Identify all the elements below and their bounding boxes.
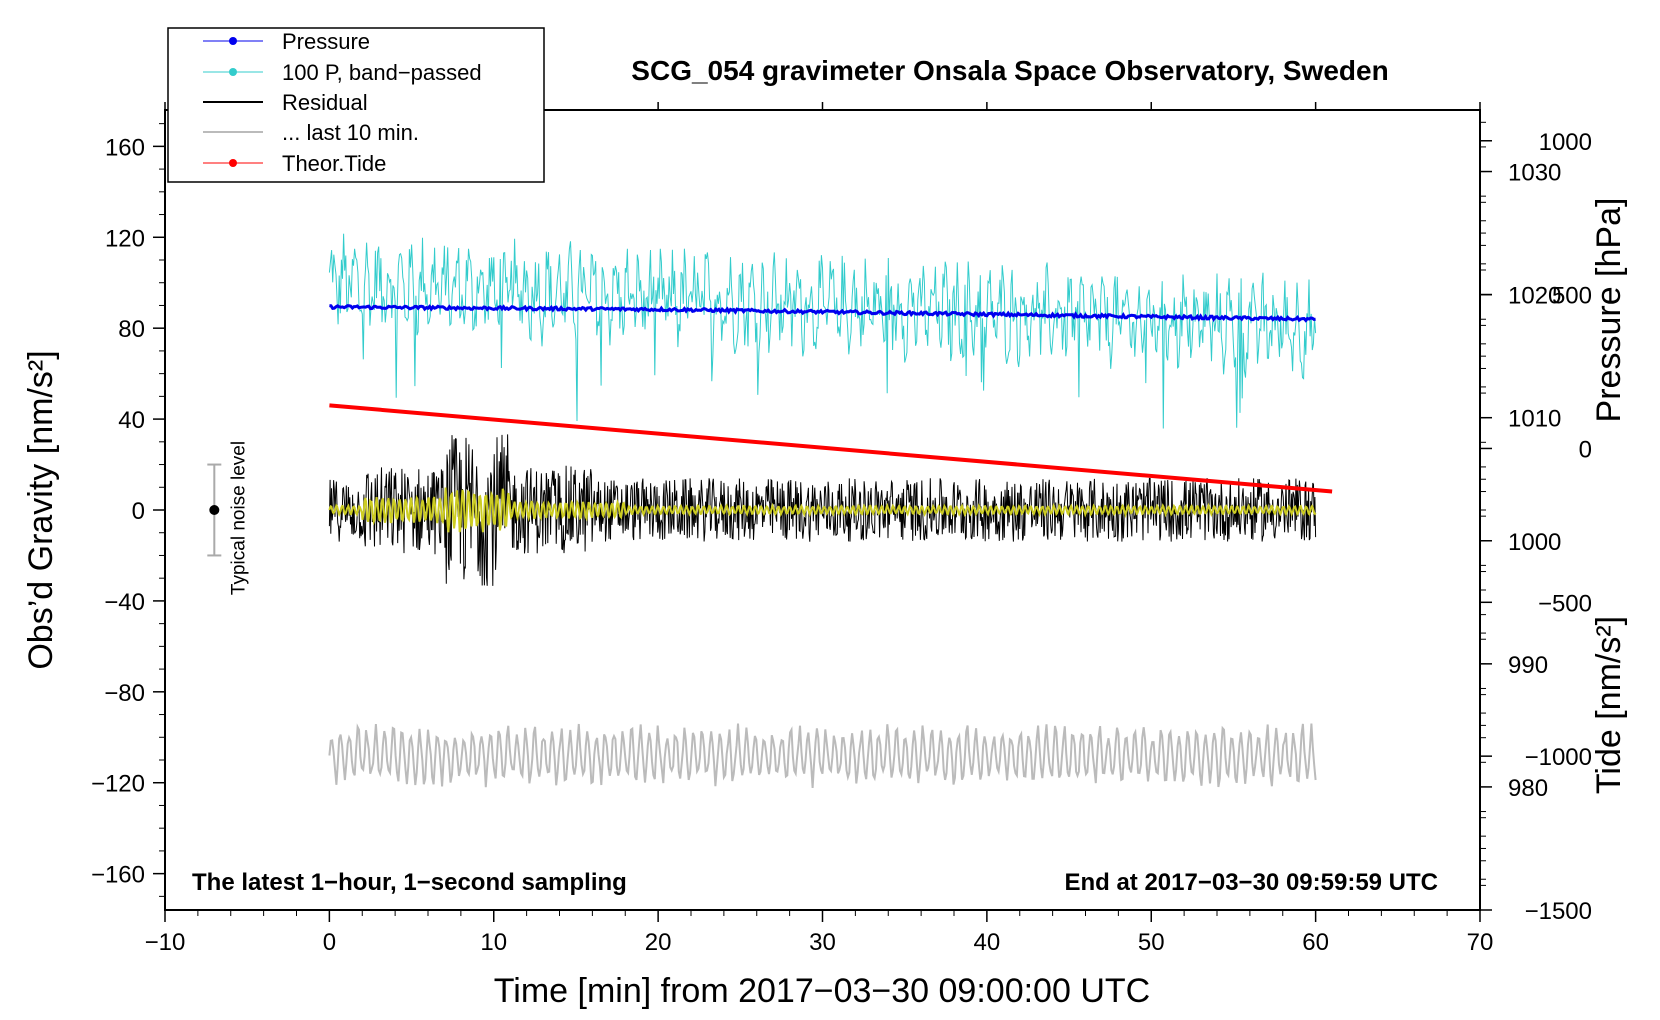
- tide-tick-label: −1500: [1525, 898, 1592, 925]
- x-tick-label: 60: [1302, 929, 1329, 956]
- y-tick-label-left: 80: [118, 316, 145, 343]
- x-axis-title: Time [min] from 2017−03−30 09:00:00 UTC: [494, 972, 1150, 1010]
- legend-marker-tide: [229, 159, 237, 167]
- legend-marker-pressure: [229, 37, 237, 45]
- footer-right-annotation: End at 2017−03−30 09:59:59 UTC: [1064, 869, 1438, 896]
- pressure-tick-label: 990: [1508, 652, 1548, 679]
- y-axis-title-pressure: Pressure [hPa]: [1590, 198, 1628, 423]
- y-tick-label-left: −40: [104, 589, 145, 616]
- series-layer: [328, 233, 1333, 788]
- pressure-tick-label: 1010: [1508, 406, 1561, 433]
- legend-marker-bandpassed: [229, 68, 237, 76]
- series-line-bandpassed: [328, 233, 1317, 429]
- x-tick-label: 20: [645, 929, 672, 956]
- tide-tick-label: 1000: [1539, 129, 1592, 156]
- y-tick-label-left: −160: [91, 862, 145, 889]
- x-tick-label: 10: [480, 929, 507, 956]
- chart-title: SCG_054 gravimeter Onsala Space Observat…: [631, 55, 1388, 86]
- series-line-residual-smoothed: [328, 487, 1317, 533]
- pressure-tick-label: 980: [1508, 775, 1548, 802]
- y-tick-label-left: 120: [105, 225, 145, 252]
- x-tick-label: 40: [974, 929, 1001, 956]
- y-tick-label-left: 40: [118, 407, 145, 434]
- pressure-tick-label: 1000: [1508, 529, 1561, 556]
- x-tick-label: 30: [809, 929, 836, 956]
- footer-left-annotation: The latest 1−hour, 1−second sampling: [192, 869, 627, 896]
- noise-level-indicator: Typical noise level: [207, 441, 249, 595]
- y-axis-title-tide: Tide [nm/s²]: [1590, 616, 1628, 794]
- x-tick-label: 0: [323, 929, 336, 956]
- x-tick-label: 50: [1138, 929, 1165, 956]
- legend: Pressure 100 P, band−passed Residual ...…: [167, 27, 545, 183]
- tide-tick-label: 500: [1552, 283, 1592, 310]
- legend-box: [167, 27, 545, 183]
- series-line-pressure: [329, 304, 1316, 323]
- series-line-tide: [329, 403, 1333, 494]
- legend-label-pressure: Pressure: [282, 29, 370, 54]
- legend-label-bandpassed: 100 P, band−passed: [282, 60, 482, 85]
- legend-label-tide: Theor.Tide: [282, 151, 386, 176]
- tide-tick-label: 0: [1579, 436, 1592, 463]
- tide-tick-label: −1000: [1525, 744, 1592, 771]
- noise-level-label: Typical noise level: [228, 441, 249, 595]
- series-line-last10: [328, 723, 1317, 788]
- x-tick-label: −10: [145, 929, 186, 956]
- y-axis-title-left: Obs’d Gravity [nm/s²]: [22, 350, 60, 669]
- x-tick-label: 70: [1467, 929, 1494, 956]
- y-tick-label-left: 160: [105, 134, 145, 161]
- pressure-tick-label: 1030: [1508, 160, 1561, 187]
- y-tick-label-left: −120: [91, 771, 145, 798]
- series-line-residual: [328, 434, 1317, 586]
- noise-center-dot: [209, 505, 220, 515]
- tide-tick-label: −500: [1538, 590, 1592, 617]
- y-tick-label-left: 0: [132, 498, 145, 525]
- legend-label-residual: Residual: [282, 90, 368, 115]
- legend-label-last10: ... last 10 min.: [282, 120, 419, 145]
- ticks-layer: −10 0 10 20 30 40 50 60 7016012080400−40−80−120−…: [91, 102, 1592, 956]
- y-tick-label-left: −80: [104, 680, 145, 707]
- pressure-tick-label: 1020: [1508, 283, 1561, 310]
